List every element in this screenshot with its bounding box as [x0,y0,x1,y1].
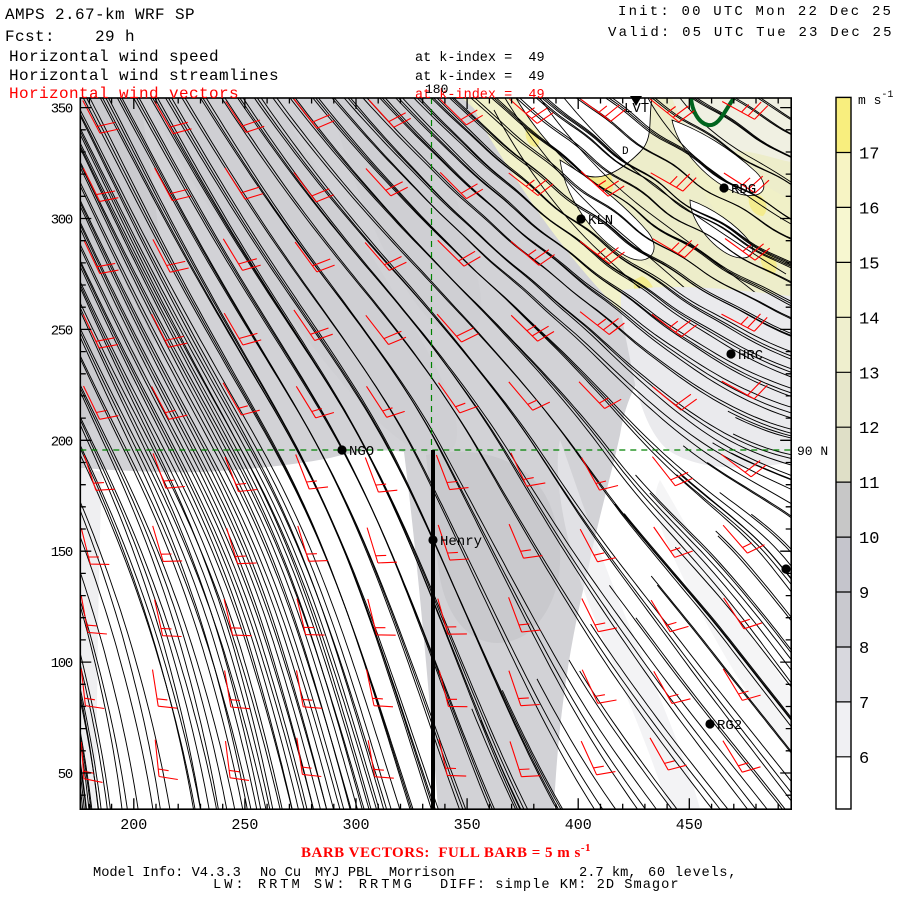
svg-text:RDG: RDG [731,182,756,198]
svg-text:Horizontal wind streamlines: Horizontal wind streamlines [9,67,279,85]
svg-text:HRC: HRC [738,348,763,364]
svg-text:Henry: Henry [440,534,482,550]
svg-text:12: 12 [859,420,879,439]
svg-text:D: D [622,146,629,158]
svg-text:400: 400 [565,817,592,834]
svg-text:90 N: 90 N [797,444,828,459]
svg-text:50: 50 [58,767,73,783]
svg-text:Horizontal wind speed: Horizontal wind speed [9,48,219,66]
svg-text:LW: RRTM SW: RRTMG: LW: RRTM SW: RRTMG [213,878,415,893]
svg-text:No Cu: No Cu [260,866,301,881]
svg-text:2.7 km,: 2.7 km, [579,866,637,881]
svg-text:150: 150 [51,545,73,561]
svg-text:350: 350 [51,102,73,118]
svg-text:300: 300 [342,817,369,834]
svg-text:at k-index = 49: at k-index = 49 [415,70,545,85]
svg-text:15: 15 [859,255,879,274]
svg-text:10: 10 [859,530,879,549]
svg-text:11: 11 [859,475,879,494]
svg-text:Model Info: V4.3.3: Model Info: V4.3.3 [93,866,241,881]
svg-text:NGO: NGO [349,444,374,460]
svg-text:at k-index = 49: at k-index = 49 [415,51,545,66]
svg-text:14: 14 [859,310,879,329]
svg-text:8: 8 [859,640,869,659]
svg-text:MYJ PBL Morrison: MYJ PBL Morrison [315,866,455,881]
svg-text:17: 17 [859,146,879,165]
svg-text:6: 6 [859,750,869,769]
svg-text:BARB VECTORS: FULL BARB = 5 m: BARB VECTORS: FULL BARB = 5 m s-1 [301,842,591,861]
svg-text:RG2: RG2 [717,718,742,734]
svg-text:Init: 00 UTC Mon 22 Dec 25: Init: 00 UTC Mon 22 Dec 25 [618,4,893,20]
svg-text:DIFF: simple KM: 2D Smagor: DIFF: simple KM: 2D Smagor [440,878,680,893]
svg-text:200: 200 [51,434,73,450]
svg-text:200: 200 [120,817,147,834]
svg-text:250: 250 [231,817,258,834]
svg-text:7: 7 [859,695,869,714]
svg-text:16: 16 [859,200,879,219]
svg-text:450: 450 [676,817,703,834]
svg-text:300: 300 [51,213,73,229]
svg-text:Fcst: 29 h: Fcst: 29 h [5,28,135,46]
svg-text:9: 9 [859,585,869,604]
svg-text:13: 13 [859,365,879,384]
svg-text:250: 250 [51,323,73,339]
svg-text:Valid: 05 UTC Tue 23 Dec 25: Valid: 05 UTC Tue 23 Dec 25 [608,25,894,41]
svg-text:KLN: KLN [588,213,613,229]
svg-text:100: 100 [51,656,73,672]
svg-text:Horizontal wind vectors: Horizontal wind vectors [9,85,239,103]
svg-text:LVT: LVT [624,101,649,117]
svg-text:180: 180 [425,82,448,97]
svg-text:AMPS 2.67-km WRF SP: AMPS 2.67-km WRF SP [5,6,195,24]
svg-text:60 levels,: 60 levels, [648,866,737,881]
svg-text:at k-index = 49: at k-index = 49 [415,88,545,103]
svg-text:350: 350 [454,817,481,834]
